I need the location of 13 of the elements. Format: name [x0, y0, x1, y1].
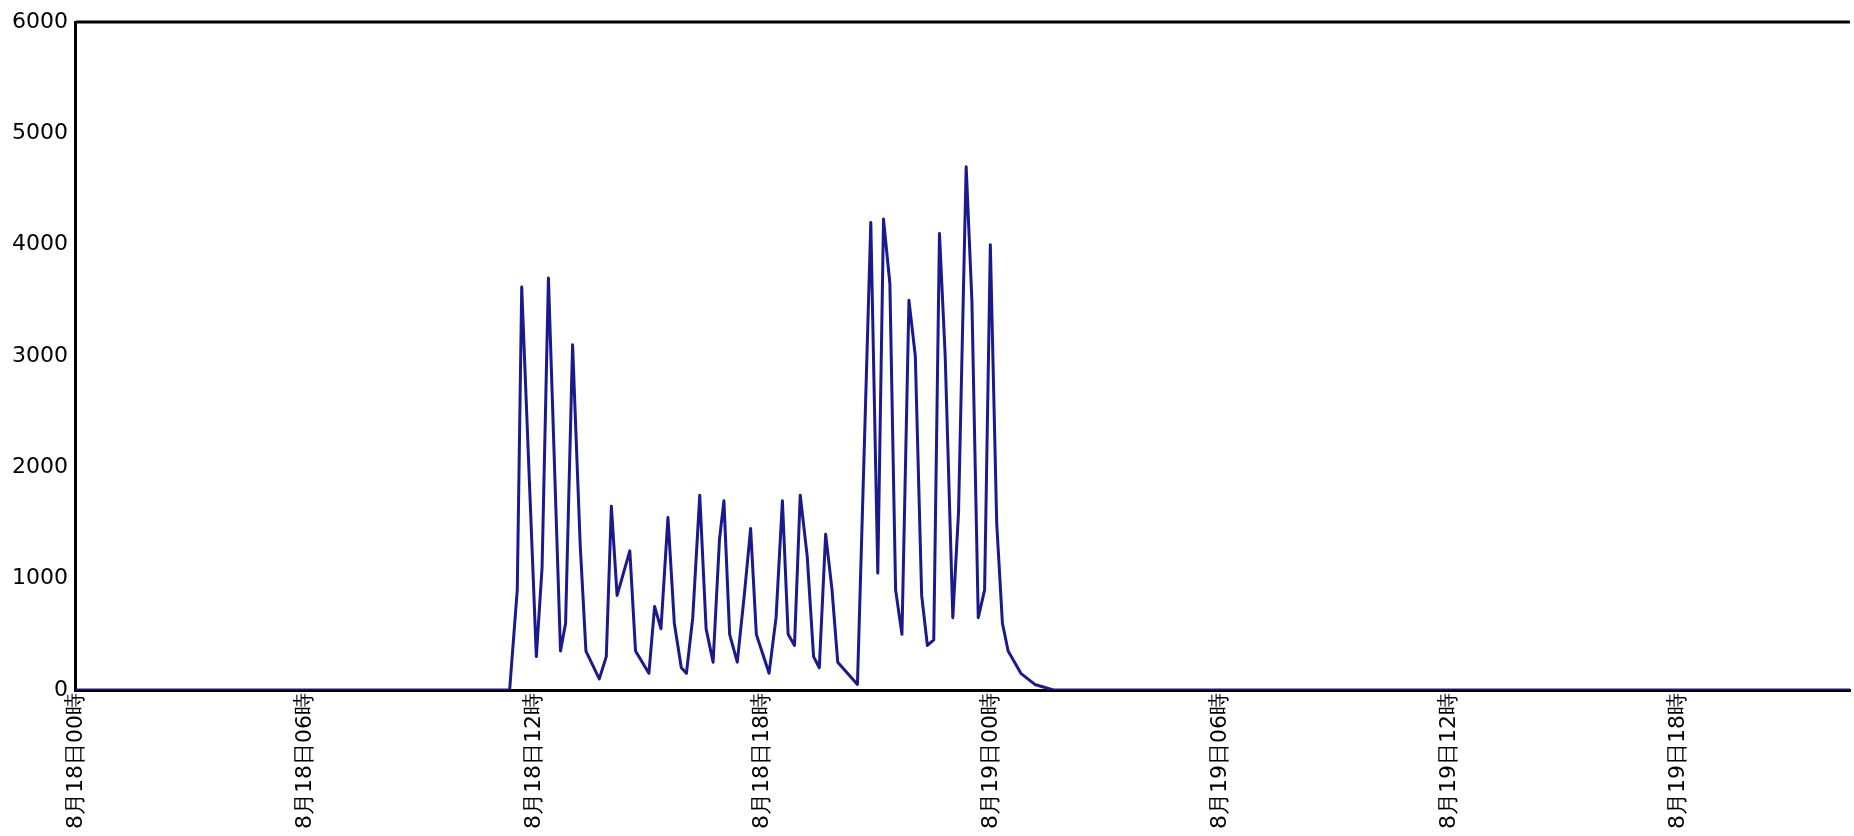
y-tick-label: 2000 [11, 453, 68, 479]
y-tick-label: 5000 [11, 119, 68, 145]
x-tick-label: 8月18日06時 [290, 693, 316, 830]
x-tick-label: 8月18日18時 [748, 693, 774, 830]
y-tick-label: 3000 [11, 341, 68, 367]
x-tick-label: 8月19日00時 [977, 693, 1003, 830]
x-tick-label: 8月19日06時 [1206, 693, 1232, 830]
x-tick-label: 8月19日12時 [1435, 693, 1461, 830]
x-tick-label: 8月18日12時 [519, 693, 545, 830]
y-tick-label: 1000 [11, 564, 68, 590]
x-tick-label: 8月19日18時 [1664, 693, 1690, 830]
y-tick-label: 6000 [11, 7, 68, 33]
y-tick-label: 4000 [11, 230, 68, 256]
